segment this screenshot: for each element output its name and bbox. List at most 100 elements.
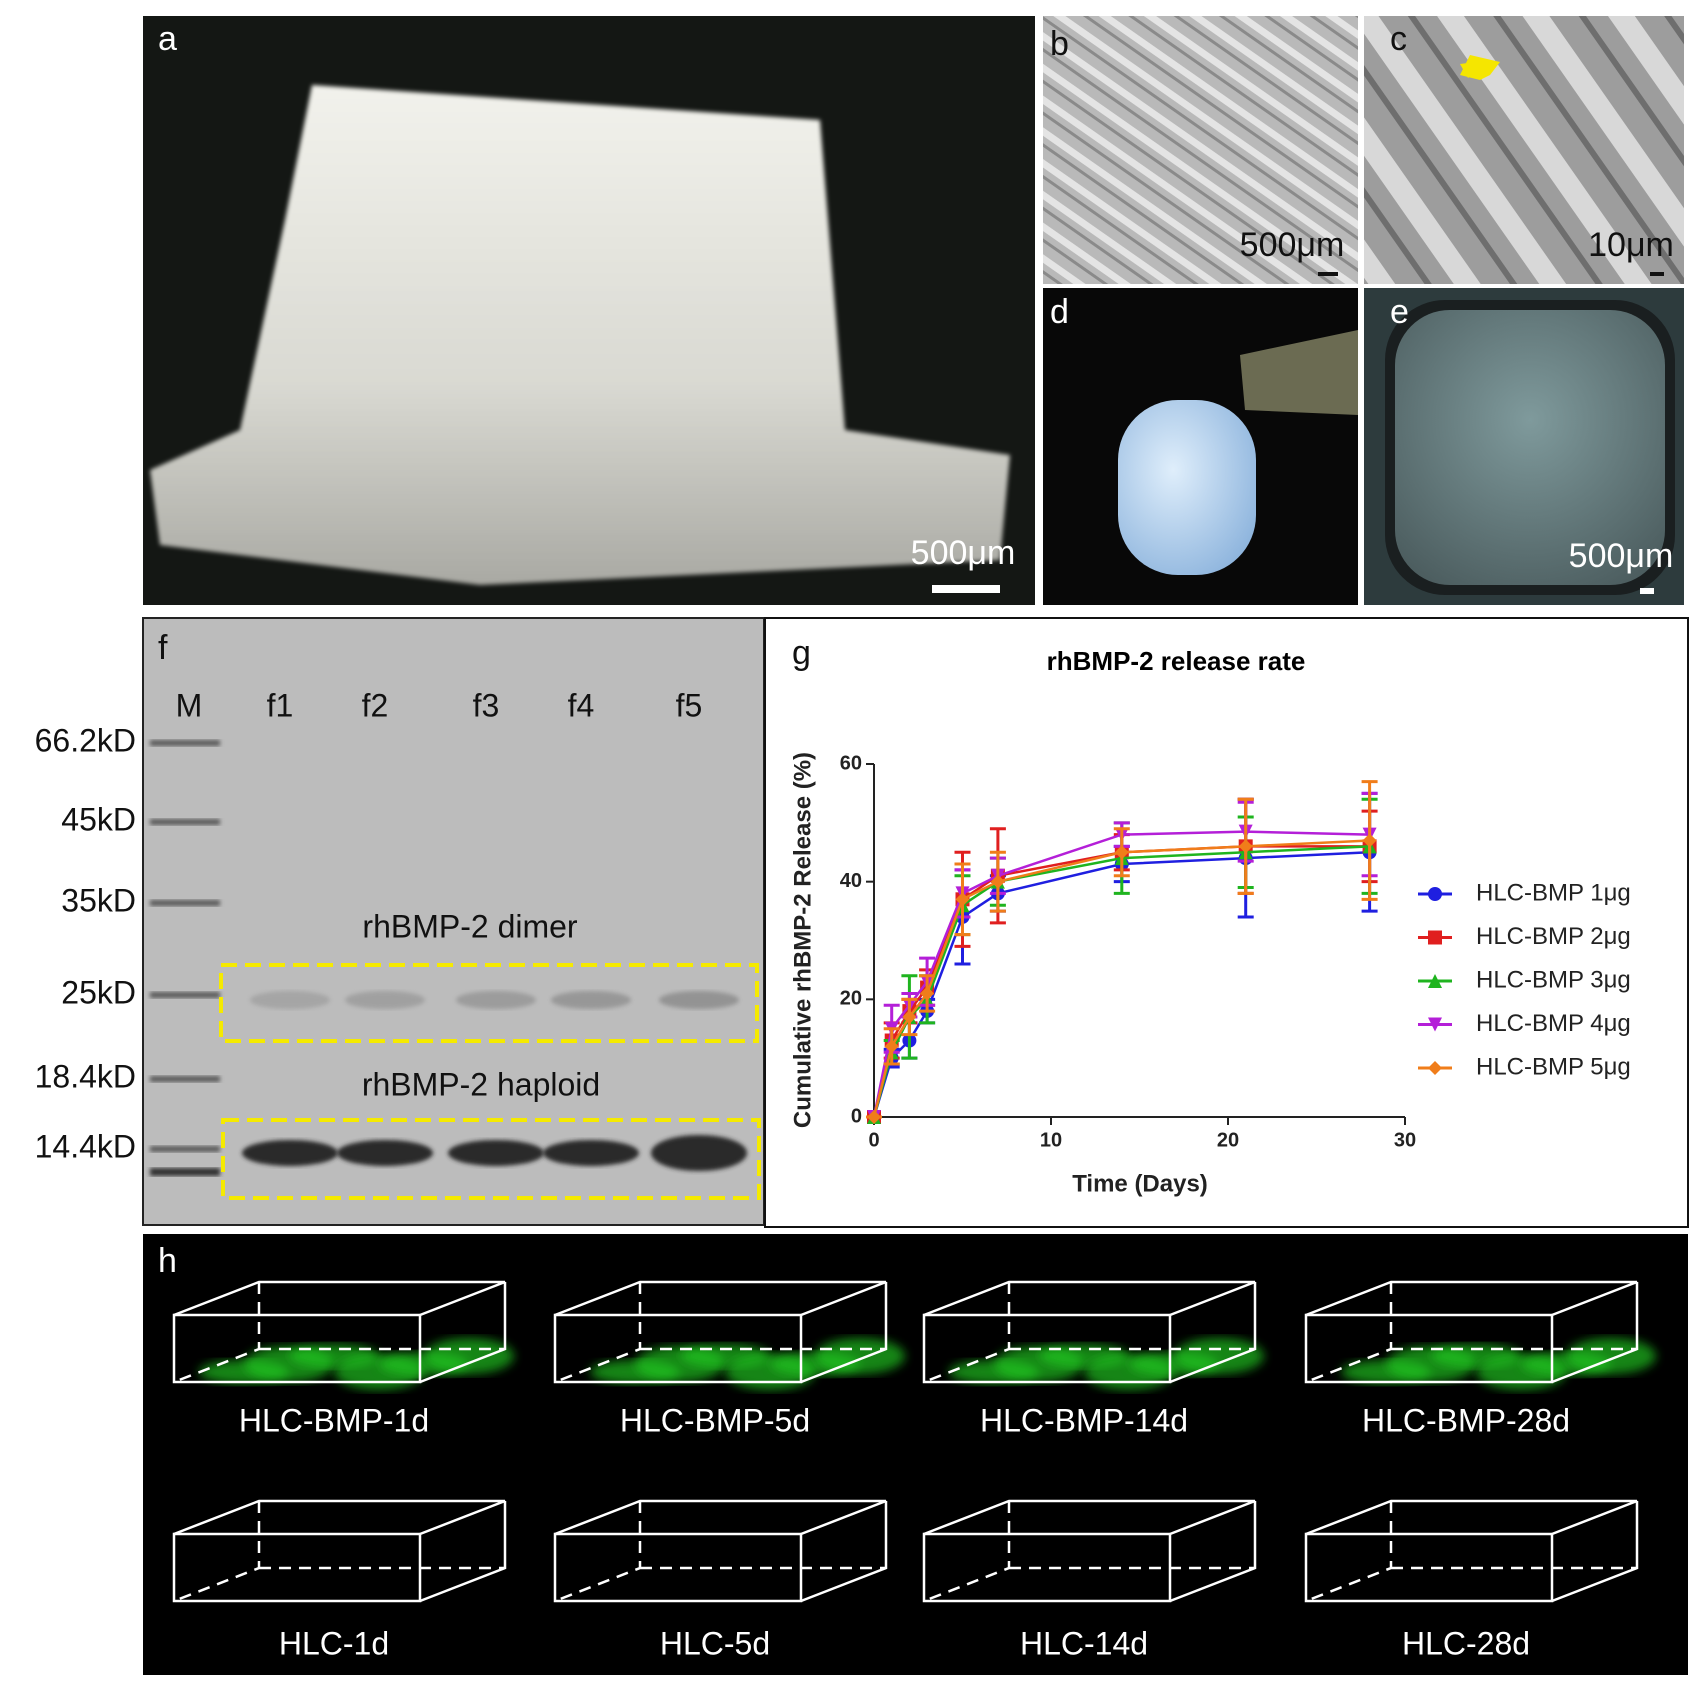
- band: [242, 1140, 338, 1166]
- panel-label: g: [792, 634, 811, 672]
- x-tick-label: 10: [1040, 1129, 1062, 1151]
- marker: [1238, 839, 1253, 854]
- band: [659, 991, 739, 1009]
- box-hidden: [1305, 1501, 1637, 1603]
- legend-marker: [1428, 974, 1442, 988]
- band: [543, 1140, 639, 1166]
- ladder-band: [150, 1168, 220, 1176]
- x-tick-label: 20: [1217, 1129, 1239, 1151]
- sample-label: HLC-14d: [1020, 1625, 1148, 1661]
- scale-text: 500μm: [1569, 537, 1674, 575]
- legend-label: HLC-BMP 3μg: [1476, 966, 1631, 993]
- sample-label: HLC-BMP-14d: [980, 1402, 1188, 1438]
- lane-label: M: [176, 687, 203, 723]
- legend-label: HLC-BMP 2μg: [1476, 923, 1631, 950]
- marker: [884, 1039, 899, 1054]
- y-tick-label: 20: [840, 988, 862, 1010]
- marker-label: 25kD: [61, 974, 136, 1010]
- marker-label: 18.4kD: [35, 1058, 136, 1094]
- disc: [1395, 310, 1665, 585]
- band-label: rhBMP-2 dimer: [362, 908, 578, 944]
- box-hidden: [554, 1282, 886, 1384]
- box-hidden: [1305, 1282, 1637, 1384]
- lane-label: f4: [568, 687, 595, 723]
- photo-c: [1364, 16, 1684, 284]
- panel-label: h: [158, 1242, 177, 1280]
- sample-label: HLC-5d: [660, 1625, 770, 1661]
- panel-label: c: [1390, 20, 1407, 58]
- confocal-panel: [143, 1234, 1688, 1675]
- fluorescence: [424, 1338, 514, 1374]
- y-tick-label: 40: [840, 870, 862, 892]
- scale-bar: [1318, 272, 1338, 276]
- panel-label: a: [158, 20, 177, 58]
- band: [448, 1140, 544, 1166]
- marker: [990, 874, 1005, 889]
- scale-text: 500μm: [911, 534, 1016, 572]
- band: [345, 991, 425, 1009]
- sample-label: HLC-BMP-28d: [1362, 1402, 1570, 1438]
- scale-bar: [1640, 588, 1654, 594]
- legend-label: HLC-BMP 5μg: [1476, 1053, 1631, 1080]
- ladder-band: [150, 819, 220, 825]
- legend-marker: [1428, 887, 1442, 901]
- lane-label: f1: [267, 687, 294, 723]
- scale-text: 500μm: [1240, 226, 1345, 264]
- marker: [902, 1009, 917, 1024]
- scale-text: 10μm: [1588, 226, 1674, 264]
- panel-label: f: [158, 629, 168, 667]
- x-axis-label: Time (Days): [1072, 1170, 1208, 1197]
- box-hidden: [173, 1501, 505, 1603]
- ladder-band: [150, 900, 220, 906]
- legend-marker: [1428, 930, 1442, 945]
- sample-label: HLC-BMP-5d: [620, 1402, 810, 1438]
- band: [651, 1135, 747, 1171]
- scale-bar: [932, 585, 1000, 593]
- band: [250, 991, 330, 1009]
- marker: [1114, 845, 1129, 860]
- marker: [920, 986, 935, 1001]
- x-tick-label: 0: [868, 1129, 879, 1151]
- dimer-box: [219, 963, 759, 1043]
- y-tick-label: 0: [851, 1105, 862, 1127]
- panel-label: b: [1050, 25, 1069, 63]
- fluorescence: [1566, 1338, 1656, 1374]
- marker-label: 45kD: [61, 801, 136, 837]
- chart-title: rhBMP-2 release rate: [1047, 646, 1306, 676]
- y-axis-label: Cumulative rhBMP-2 Release (%): [789, 752, 816, 1128]
- legend-label: HLC-BMP 4μg: [1476, 1010, 1631, 1037]
- panel-label: e: [1390, 293, 1409, 331]
- marker: [1362, 833, 1377, 848]
- ladder-band: [150, 992, 220, 998]
- ladder-band: [150, 1146, 220, 1152]
- marker-label: 66.2kD: [35, 722, 136, 758]
- legend-label: HLC-BMP 1μg: [1476, 879, 1631, 906]
- lane-label: f3: [473, 687, 500, 723]
- box-hidden: [554, 1501, 886, 1603]
- gel-sample: [1118, 400, 1256, 575]
- lane-label: f2: [362, 687, 389, 723]
- marker: [867, 1110, 881, 1124]
- marker-label: 14.4kD: [35, 1128, 136, 1164]
- sample-label: HLC-BMP-1d: [239, 1402, 429, 1438]
- legend-marker: [1428, 1061, 1442, 1075]
- ladder-band: [150, 740, 220, 746]
- ladder-band: [150, 1076, 220, 1082]
- fluorescence: [1174, 1338, 1264, 1374]
- box-hidden: [923, 1501, 1255, 1603]
- gel: [142, 617, 765, 1226]
- marker-label: 35kD: [61, 882, 136, 918]
- photo-b: [1043, 16, 1358, 284]
- band: [551, 991, 631, 1009]
- y-tick-label: 60: [840, 752, 862, 774]
- marker: [955, 892, 970, 907]
- band-label: rhBMP-2 haploid: [362, 1066, 600, 1102]
- tweezers: [1240, 330, 1358, 415]
- panel-label: d: [1050, 293, 1069, 331]
- band: [337, 1140, 433, 1166]
- band: [456, 991, 536, 1009]
- box-hidden: [173, 1282, 505, 1384]
- fluorescence: [815, 1338, 905, 1374]
- x-tick-label: 30: [1394, 1129, 1416, 1151]
